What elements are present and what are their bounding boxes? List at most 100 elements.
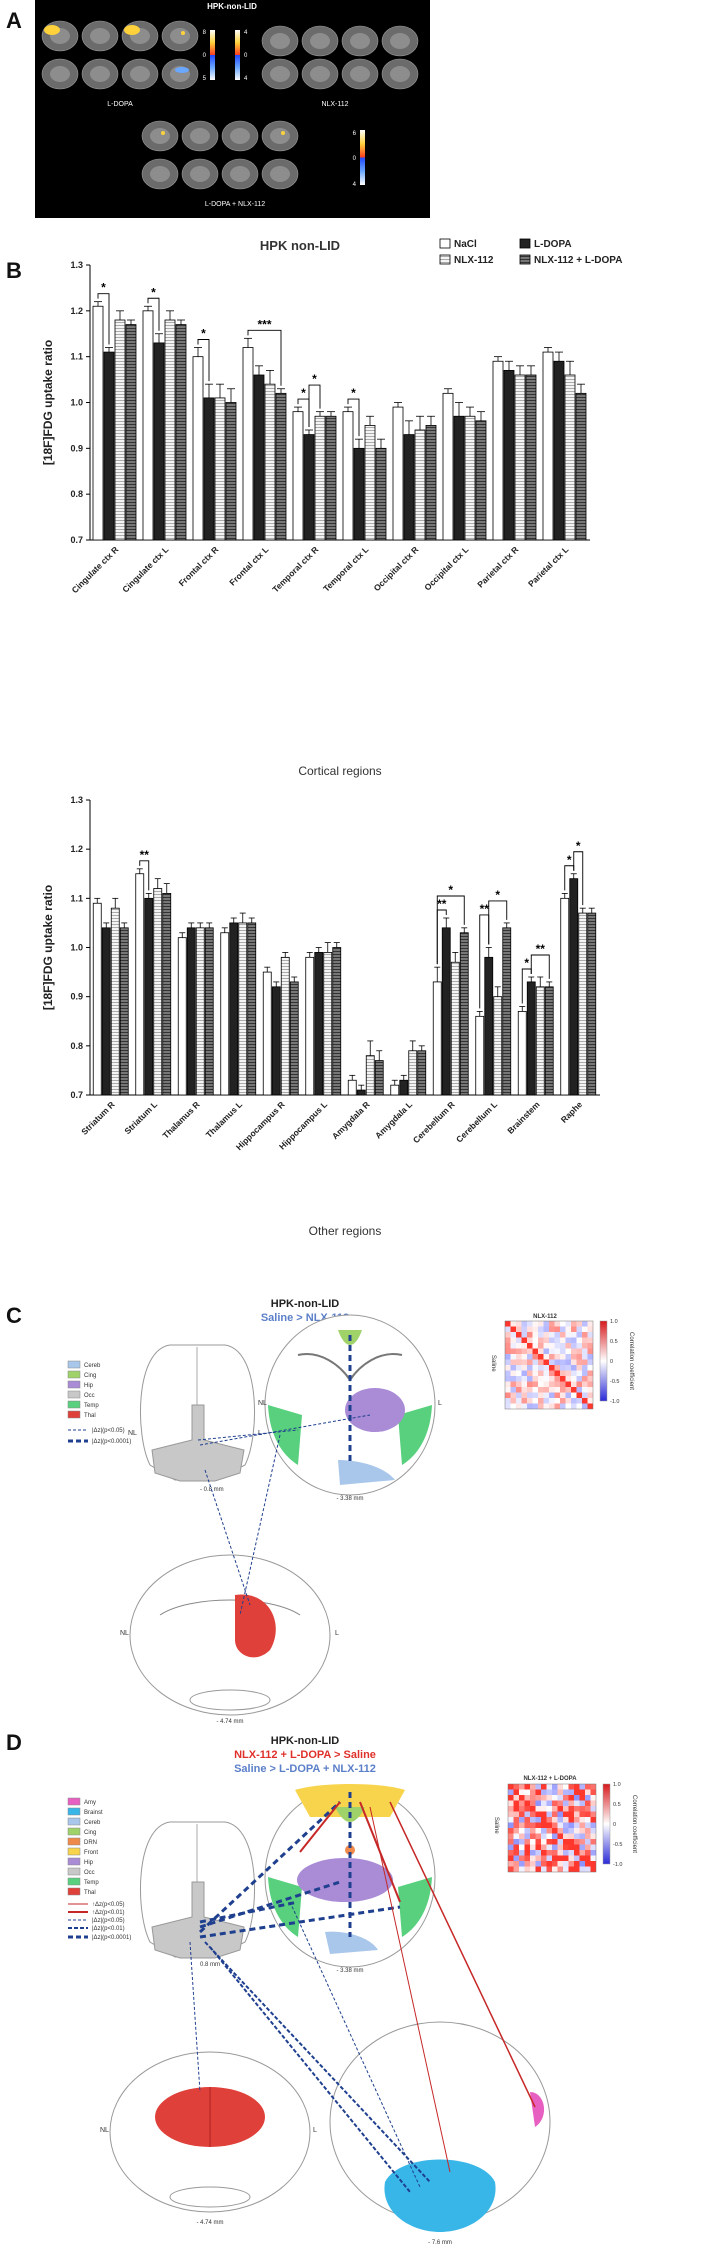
matrix-cell (587, 1332, 593, 1338)
matrix-cell (532, 1337, 538, 1343)
x-tick-label: Thalamus R (161, 1099, 202, 1140)
significance-label: * (201, 327, 206, 341)
legend-label: Hip (84, 1860, 94, 1866)
matrix-cell (527, 1354, 533, 1360)
matrix-cell (576, 1354, 582, 1360)
matrix-cell (541, 1850, 547, 1856)
matrix-cell (576, 1403, 582, 1409)
matrix-cell (590, 1839, 596, 1845)
matrix-cell (530, 1855, 536, 1861)
bar (303, 434, 315, 541)
matrix-cell (585, 1795, 591, 1801)
matrix-cell (543, 1321, 549, 1327)
matrix-cell (508, 1855, 514, 1861)
panel-a-letter: A (6, 8, 22, 33)
matrix-cell (513, 1855, 519, 1861)
matrix-cell (532, 1343, 538, 1349)
pet-slice-inner (270, 33, 290, 49)
matrix-cell (524, 1844, 530, 1850)
legend-label: Thal (84, 1413, 96, 1419)
matrix-cell (568, 1822, 574, 1828)
panel-d-connectivity-figure: HPK-non-LID NLX-112 + L-DOPA > Saline Sa… (67, 1735, 637, 2246)
matrix-cell (549, 1403, 555, 1409)
matrix-cell (530, 1806, 536, 1812)
bar (238, 922, 248, 1096)
matrix-cell (538, 1326, 544, 1332)
panel-c-connections (197, 1335, 371, 1616)
matrix-cell (579, 1866, 585, 1872)
matrix-cell (505, 1381, 511, 1387)
matrix-cell (510, 1332, 516, 1338)
matrix-cell (521, 1359, 527, 1365)
d-matrix-row-title: Saline (493, 1817, 499, 1834)
matrix-cell (560, 1398, 566, 1404)
bar (502, 927, 512, 1096)
matrix-cell (519, 1861, 525, 1867)
matrix-cell (568, 1855, 574, 1861)
c-corr-colorbar (599, 1320, 608, 1402)
matrix-cell (513, 1789, 519, 1795)
matrix-cell (568, 1828, 574, 1834)
legend-swatch (519, 238, 531, 249)
matrix-cell (579, 1839, 585, 1845)
matrix-cell (571, 1348, 577, 1354)
legend-swatch (519, 254, 531, 265)
front-region (295, 1784, 405, 1817)
colorbar-2 (235, 30, 240, 80)
c-c-l: L (438, 1400, 442, 1407)
matrix-cell (510, 1348, 516, 1354)
matrix-cell (585, 1844, 591, 1850)
matrix-cell (532, 1332, 538, 1338)
matrix-cell (568, 1789, 574, 1795)
matrix-cell (582, 1321, 588, 1327)
matrix-cell (552, 1861, 558, 1867)
matrix-cell (505, 1376, 511, 1382)
matrix-cell (574, 1833, 580, 1839)
panel-b-letter: B (6, 258, 22, 283)
matrix-cell (508, 1861, 514, 1867)
bar (186, 927, 196, 1096)
matrix-cell (563, 1800, 569, 1806)
matrix-cell (543, 1337, 549, 1343)
matrix-cell (543, 1370, 549, 1376)
matrix-cell (582, 1398, 588, 1404)
matrix-cell (524, 1828, 530, 1834)
matrix-cell (532, 1387, 538, 1393)
matrix-cell (519, 1866, 525, 1872)
matrix-cell (510, 1359, 516, 1365)
matrix-cell (554, 1398, 560, 1404)
bar (204, 927, 214, 1096)
matrix-cell (521, 1403, 527, 1409)
matrix-cell (541, 1822, 547, 1828)
x-tick-label: Occipital ctx R (372, 544, 421, 593)
matrix-cell (524, 1817, 530, 1823)
matrix-cell (554, 1354, 560, 1360)
matrix-cell (538, 1359, 544, 1365)
legend-swatch (67, 1360, 81, 1369)
d-coord-2: - 3.38 mm (336, 1968, 363, 1974)
matrix-cell (519, 1811, 525, 1817)
matrix-cell (505, 1343, 511, 1349)
d-line-legend-5: |Δz|(p<0.0001) (92, 1935, 131, 1941)
matrix-cell (543, 1354, 549, 1360)
matrix-cell (538, 1337, 544, 1343)
matrix-cell (527, 1387, 533, 1393)
matrix-cell (535, 1861, 541, 1867)
legend-label: Occ (84, 1393, 95, 1399)
matrix-cell (557, 1817, 563, 1823)
bar (514, 374, 526, 541)
matrix-cell (521, 1387, 527, 1393)
bar (164, 319, 176, 541)
legend-swatch (67, 1847, 81, 1856)
significance-label: ** (437, 897, 447, 911)
matrix-cell (563, 1811, 569, 1817)
matrix-cell (510, 1365, 516, 1371)
matrix-cell (582, 1326, 588, 1332)
matrix-cell (574, 1789, 580, 1795)
matrix-cell (538, 1398, 544, 1404)
matrix-cell (508, 1811, 514, 1817)
matrix-cell (530, 1817, 536, 1823)
matrix-cell (510, 1376, 516, 1382)
legend-label: Hip (84, 1383, 94, 1389)
matrix-cell (557, 1844, 563, 1850)
